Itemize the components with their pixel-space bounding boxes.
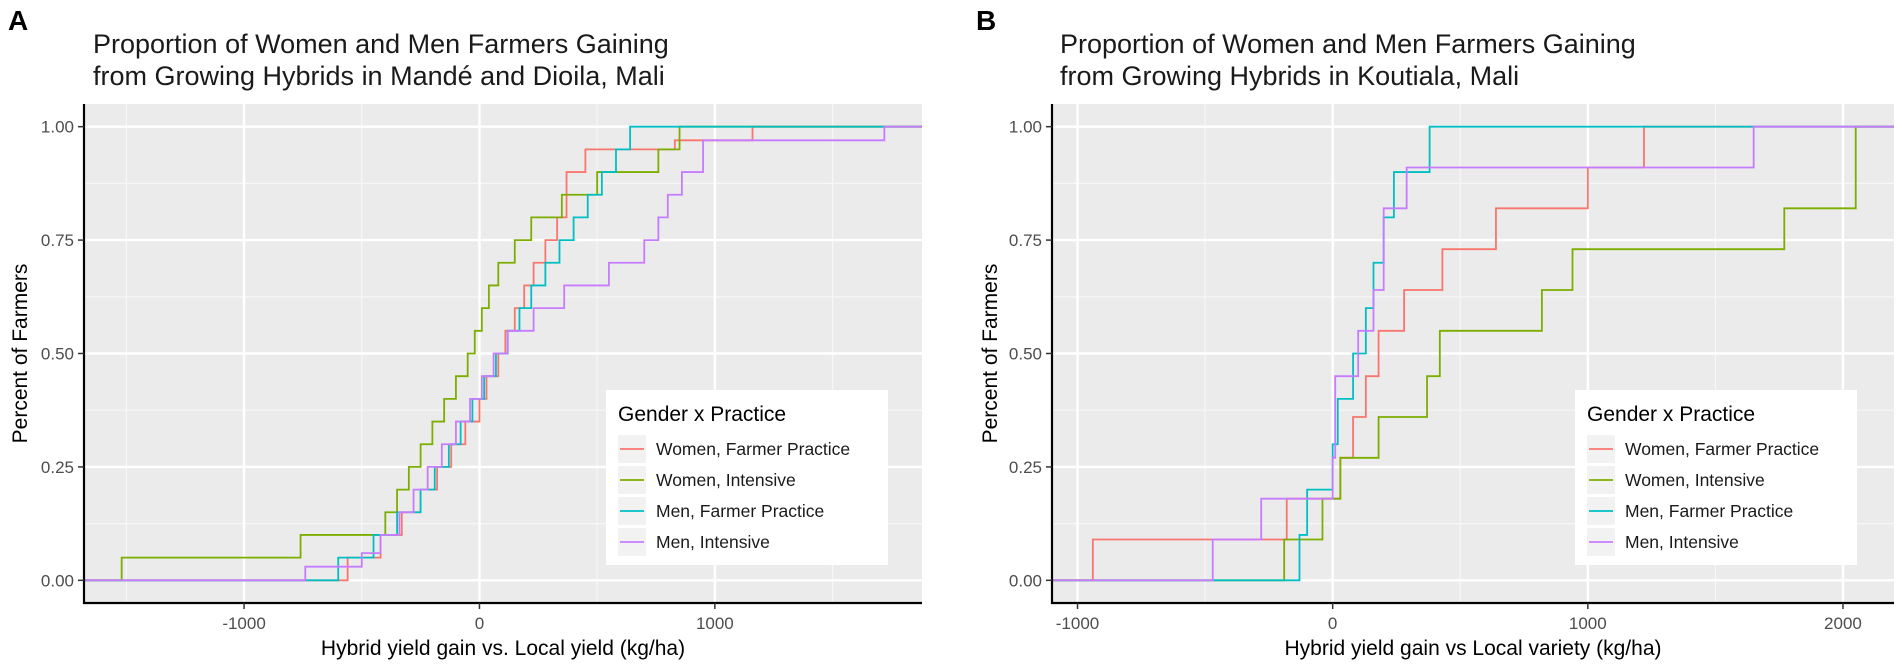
y-tick-label: 0.75 (1009, 231, 1042, 250)
legend-label: Women, Farmer Practice (1625, 439, 1819, 459)
legend-box (606, 390, 888, 565)
y-axis-title: Percent of Farmers (9, 264, 32, 444)
series-group (84, 125, 922, 582)
series-line-men-intensive (84, 125, 922, 582)
panel-letter: A (8, 5, 28, 36)
y-tick-label: 0.50 (1009, 345, 1042, 364)
x-tick-label: 0 (475, 614, 484, 633)
y-tick-label: 0.25 (1009, 458, 1042, 477)
x-tick-label: 2000 (1824, 614, 1862, 633)
chart-title-line: Proportion of Women and Men Farmers Gain… (93, 29, 669, 59)
legend-label: Men, Intensive (656, 532, 770, 552)
y-tick-label: 0.50 (41, 345, 74, 364)
legend-box (1575, 390, 1857, 565)
chart-title-line: Proportion of Women and Men Farmers Gain… (1060, 29, 1636, 59)
chart-panel-b: B Proportion of Women and Men Farmers Gai… (976, 5, 1894, 660)
legend-title: Gender x Practice (618, 403, 786, 426)
series-line-men-farmer-practice (1052, 125, 1894, 582)
legend-label: Women, Farmer Practice (656, 439, 850, 459)
legend: Gender x Practice Women, Farmer Practice W… (606, 390, 888, 565)
legend: Gender x Practice Women, Farmer Practice W… (1575, 390, 1857, 565)
y-axis-title: Percent of Farmers (979, 264, 1002, 444)
series-line-men-intensive (1052, 125, 1894, 582)
y-tick-label: 0.00 (1009, 571, 1042, 590)
series-line-women-intensive (84, 125, 922, 582)
x-axis-title: Hybrid yield gain vs Local variety (kg/h… (1285, 637, 1662, 660)
x-tick-label: -1000 (1056, 614, 1099, 633)
y-tick-label: 0.25 (41, 458, 74, 477)
legend-label: Women, Intensive (656, 470, 796, 490)
y-tick-label: 1.00 (41, 118, 74, 137)
y-tick-label: 0.00 (41, 571, 74, 590)
x-axis-title: Hybrid yield gain vs. Local yield (kg/ha… (321, 637, 685, 660)
legend-label: Men, Farmer Practice (656, 501, 824, 521)
x-tick-label: -1000 (222, 614, 265, 633)
chart-title-line: from Growing Hybrids in Koutiala, Mali (1060, 61, 1519, 91)
series-group (1052, 125, 1894, 582)
legend-title: Gender x Practice (1587, 403, 1755, 426)
chart-panel-a: A Proportion of Women and Men Farmers Gai… (8, 5, 922, 660)
chart-title-line: from Growing Hybrids in Mandé and Dioila… (93, 61, 665, 91)
legend-label: Men, Farmer Practice (1625, 501, 1793, 521)
x-tick-label: 0 (1328, 614, 1337, 633)
panel-letter: B (976, 5, 996, 36)
y-tick-label: 0.75 (41, 231, 74, 250)
y-tick-label: 1.00 (1009, 118, 1042, 137)
legend-label: Women, Intensive (1625, 470, 1765, 490)
legend-label: Men, Intensive (1625, 532, 1739, 552)
series-line-women-farmer-practice (1052, 125, 1894, 582)
x-tick-label: 1000 (696, 614, 734, 633)
series-line-women-intensive (1052, 125, 1894, 582)
x-tick-label: 1000 (1569, 614, 1607, 633)
